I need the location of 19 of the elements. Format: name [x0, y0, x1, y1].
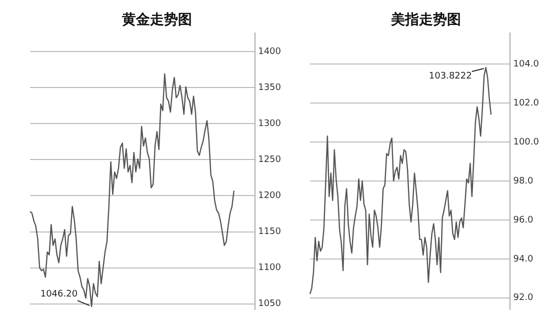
y-tick-label: 1350: [258, 82, 282, 93]
y-tick-label: 1100: [258, 263, 282, 274]
y-tick-label: 104.0: [513, 59, 540, 70]
y-tick-label: 98.0: [513, 176, 534, 186]
data-label: 103.8222: [428, 71, 472, 82]
chart-title: 黄金走势图: [121, 12, 192, 28]
y-tick-label: 1250: [258, 155, 282, 166]
y-tick-label: 1150: [258, 227, 282, 238]
y-tick-label: 1400: [258, 46, 282, 57]
y-tick-label: 102.0: [513, 98, 540, 108]
y-tick-label: 96.0: [513, 215, 534, 226]
y-tick-label: 1050: [258, 299, 282, 310]
chart-title: 美指走势图: [390, 11, 461, 28]
y-tick-label: 94.0: [513, 254, 534, 264]
y-tick-label: 100.0: [513, 137, 540, 148]
y-tick-label: 92.0: [513, 293, 534, 304]
y-tick-label: 1300: [258, 118, 282, 129]
data-label: 1046.20: [40, 289, 78, 300]
y-tick-label: 1200: [258, 191, 282, 202]
